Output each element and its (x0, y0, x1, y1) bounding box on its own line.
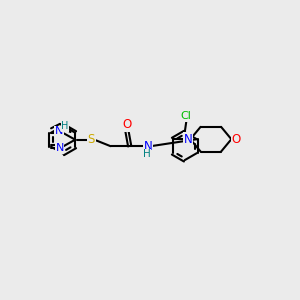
Text: N: N (56, 143, 64, 153)
Text: H: H (61, 121, 69, 131)
Text: N: N (184, 133, 192, 146)
Text: N: N (55, 126, 63, 136)
Text: S: S (88, 133, 95, 146)
Text: Cl: Cl (181, 111, 192, 121)
Text: O: O (122, 118, 131, 131)
Text: O: O (232, 133, 241, 146)
Text: N: N (144, 140, 152, 153)
Text: H: H (142, 149, 150, 159)
